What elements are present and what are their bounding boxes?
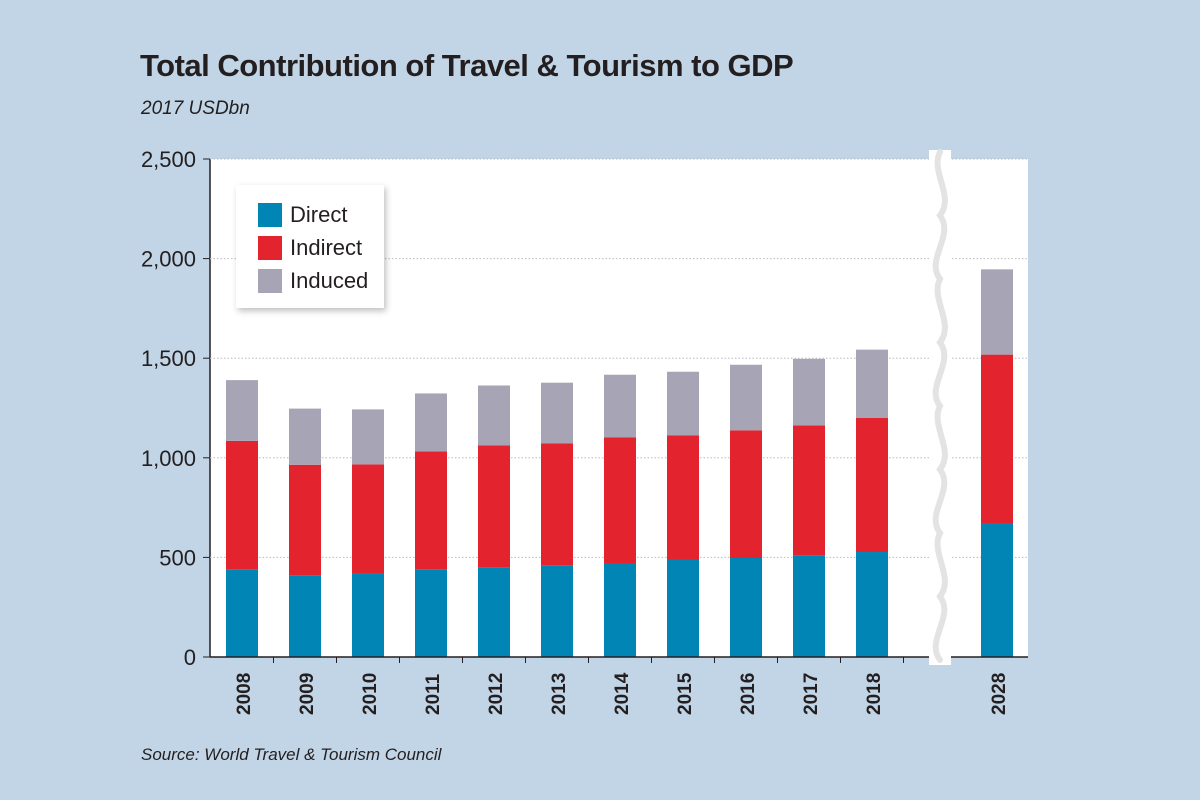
x-tick-label: 2018 bbox=[864, 673, 885, 715]
bar-indirect-2028 bbox=[981, 354, 1013, 524]
legend-label: Induced bbox=[290, 268, 369, 293]
bar-direct-2008 bbox=[226, 569, 258, 657]
y-tick-label: 500 bbox=[159, 545, 196, 570]
bar-induced-2018 bbox=[856, 349, 888, 418]
y-tick-label: 2,000 bbox=[141, 247, 196, 272]
bar-induced-2008 bbox=[226, 380, 258, 441]
legend-label: Direct bbox=[290, 202, 348, 227]
bar-direct-2013 bbox=[541, 565, 573, 657]
axis-break-wave bbox=[932, 149, 948, 663]
bar-induced-2015 bbox=[667, 371, 699, 436]
x-tick-label: 2011 bbox=[423, 673, 444, 715]
x-tick-label: 2013 bbox=[549, 673, 570, 715]
bar-direct-2017 bbox=[793, 555, 825, 657]
bar-induced-2010 bbox=[352, 409, 384, 465]
bar-induced-2016 bbox=[730, 364, 762, 431]
legend-item-induced: Induced bbox=[258, 268, 368, 294]
bar-indirect-2014 bbox=[604, 437, 636, 564]
legend-swatch-induced bbox=[258, 269, 282, 293]
bar-indirect-2008 bbox=[226, 440, 258, 570]
x-tick-label: 2012 bbox=[486, 673, 507, 715]
bar-indirect-2011 bbox=[415, 451, 447, 570]
y-tick-label: 1,500 bbox=[141, 346, 196, 371]
x-tick-label: 2009 bbox=[297, 673, 318, 715]
x-tick-label: 2014 bbox=[612, 672, 633, 715]
bar-indirect-2009 bbox=[289, 464, 321, 576]
bar-direct-2018 bbox=[856, 552, 888, 657]
chart-subtitle: 2017 USDbn bbox=[141, 98, 250, 119]
x-tick-label: 2015 bbox=[675, 672, 696, 715]
bar-direct-2009 bbox=[289, 575, 321, 657]
bar-direct-2015 bbox=[667, 559, 699, 657]
bar-indirect-2017 bbox=[793, 425, 825, 556]
bar-induced-2017 bbox=[793, 358, 825, 426]
legend-swatch-direct bbox=[258, 203, 282, 227]
y-tick-label: 1,000 bbox=[141, 446, 196, 471]
y-tick-label: 2,500 bbox=[141, 147, 196, 172]
bar-indirect-2016 bbox=[730, 430, 762, 558]
bar-induced-2028 bbox=[981, 269, 1013, 355]
legend-swatch-indirect bbox=[258, 236, 282, 260]
legend: Direct Indirect Induced bbox=[236, 185, 384, 308]
legend-label: Indirect bbox=[290, 235, 363, 260]
legend-item-indirect: Indirect bbox=[258, 235, 362, 261]
bar-induced-2014 bbox=[604, 374, 636, 438]
bar-direct-2010 bbox=[352, 573, 384, 657]
bar-indirect-2018 bbox=[856, 417, 888, 553]
bar-direct-2014 bbox=[604, 563, 636, 657]
x-tick-label: 2016 bbox=[738, 673, 759, 715]
y-tick-label: 0 bbox=[184, 645, 196, 670]
bar-indirect-2013 bbox=[541, 443, 573, 566]
legend-item-direct: Direct bbox=[258, 202, 347, 228]
bar-induced-2011 bbox=[415, 393, 447, 452]
x-tick-label: 2008 bbox=[234, 673, 255, 715]
bar-direct-2011 bbox=[415, 569, 447, 657]
bar-indirect-2010 bbox=[352, 464, 384, 574]
x-tick-label: 2010 bbox=[360, 673, 381, 715]
bar-indirect-2012 bbox=[478, 445, 510, 568]
chart-title: Total Contribution of Travel & Tourism t… bbox=[140, 48, 794, 83]
bar-indirect-2015 bbox=[667, 435, 699, 560]
x-tick-label: 2028 bbox=[989, 673, 1010, 715]
bar-direct-2012 bbox=[478, 567, 510, 657]
bar-direct-2028 bbox=[981, 523, 1013, 657]
bar-induced-2012 bbox=[478, 385, 510, 446]
bar-direct-2016 bbox=[730, 557, 762, 657]
source-note: Source: World Travel & Tourism Council bbox=[141, 745, 442, 764]
x-tick-label: 2017 bbox=[801, 673, 822, 715]
bar-induced-2009 bbox=[289, 408, 321, 465]
bar-induced-2013 bbox=[541, 382, 573, 444]
